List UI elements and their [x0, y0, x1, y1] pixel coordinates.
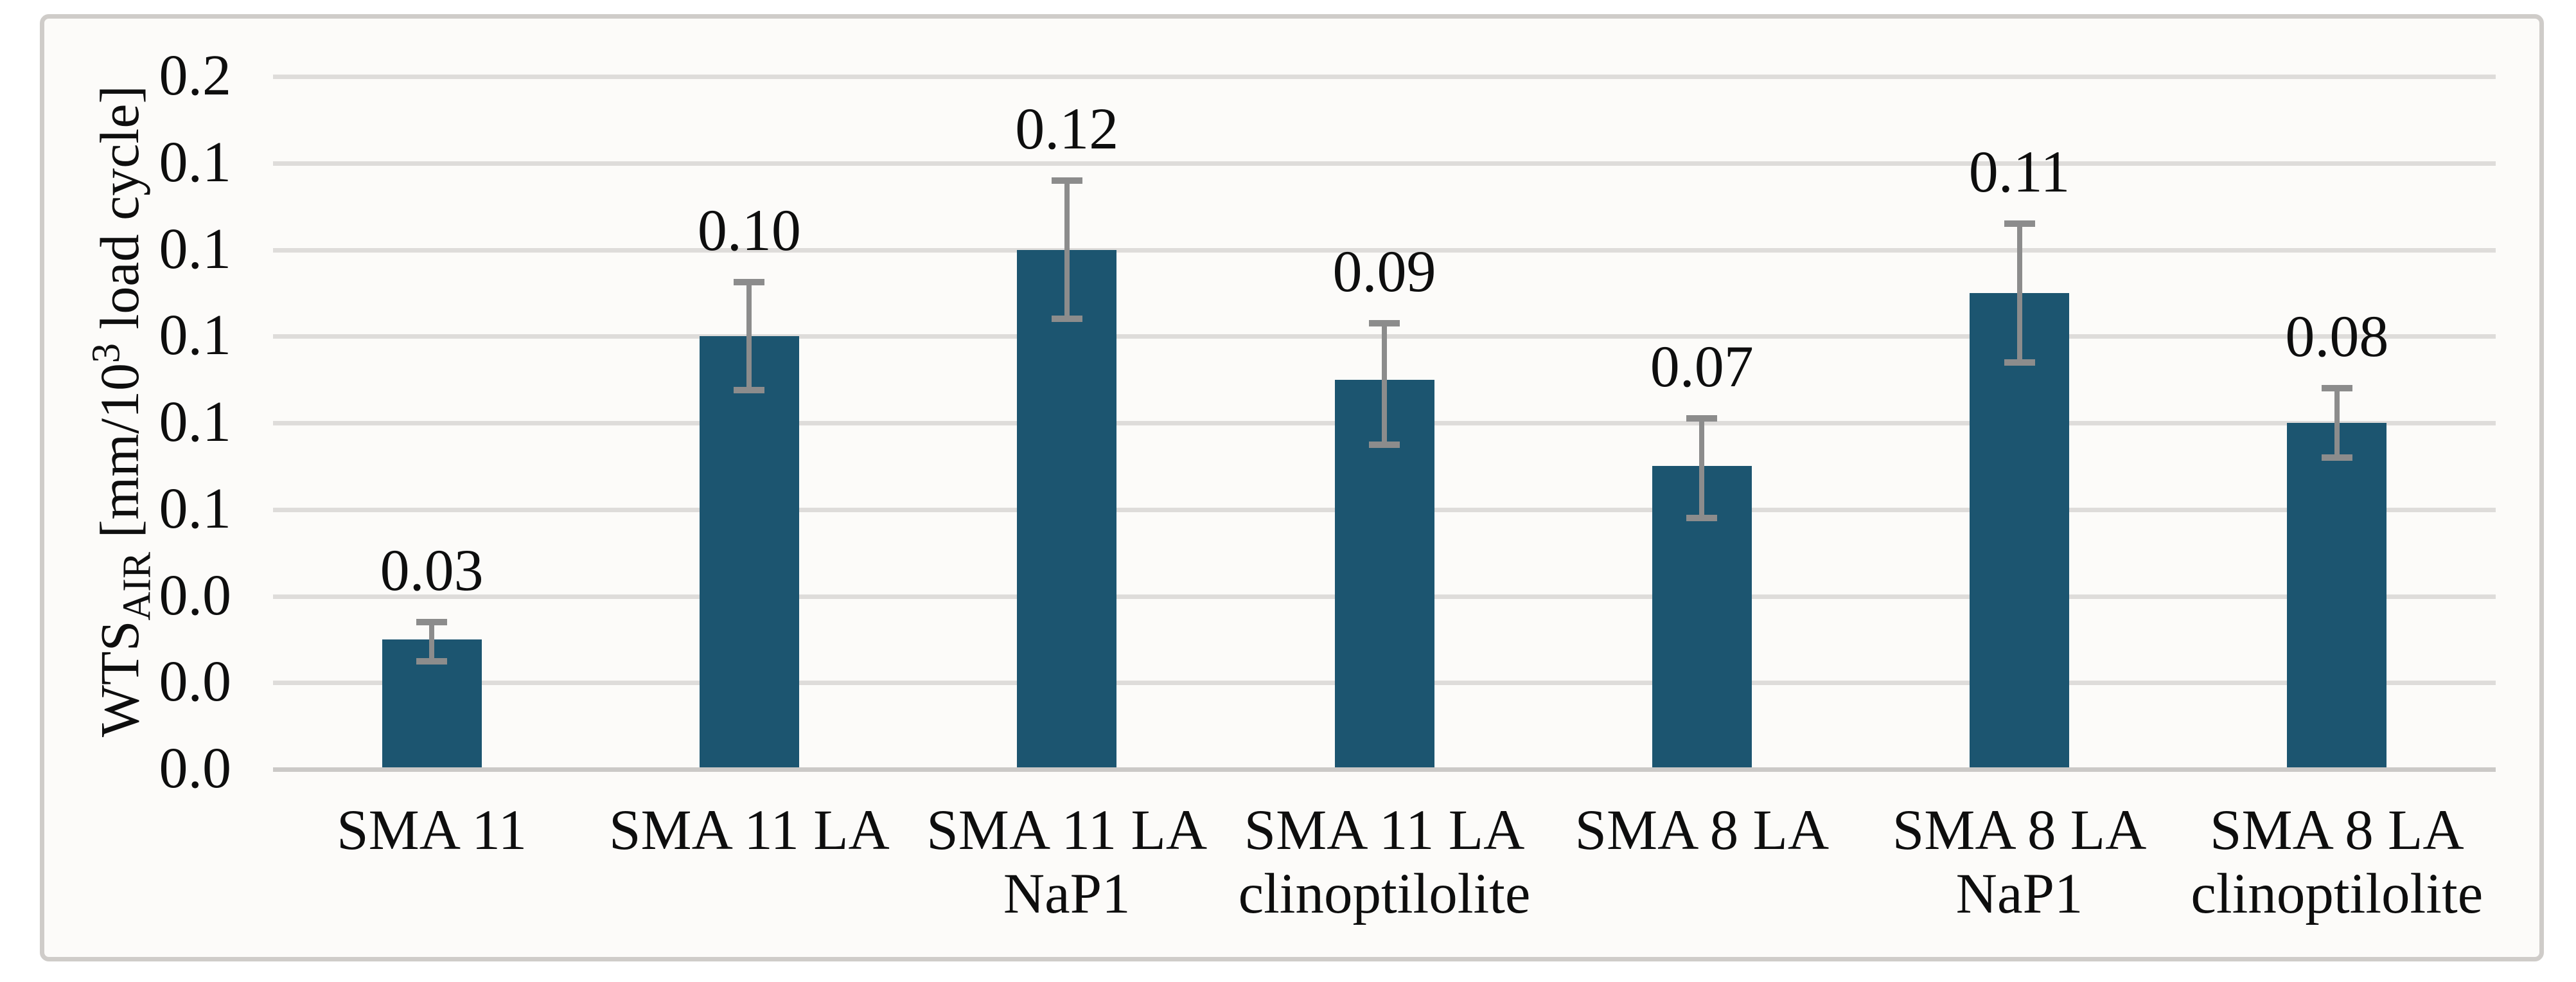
- category-label: SMA 11 LA: [609, 799, 890, 862]
- bar: [2287, 423, 2387, 769]
- y-axis-title-unit-post: load cycle]: [89, 85, 151, 343]
- chart-frame: [40, 14, 2544, 961]
- y-axis-tick-label: 0.0: [159, 650, 232, 714]
- error-bar-top-cap: [2321, 385, 2352, 392]
- data-label: 0.09: [1332, 238, 1436, 305]
- y-axis-tick-label: 0.1: [159, 303, 232, 368]
- category-label: SMA 8 LA: [1575, 799, 1830, 862]
- bar: [1017, 249, 1117, 769]
- category-label: SMA 8 LA clinoptilolite: [2191, 799, 2483, 925]
- error-bar-top-cap: [416, 618, 448, 625]
- error-bar-stem: [1382, 323, 1387, 445]
- x-axis-line: [273, 767, 2496, 772]
- error-bar-bottom-cap: [734, 387, 765, 394]
- category-label: SMA 8 LA NaP1: [1892, 799, 2147, 925]
- y-axis-tick-label: 0.2: [159, 44, 232, 107]
- data-label: 0.08: [2285, 303, 2389, 370]
- error-bar-bottom-cap: [416, 657, 448, 665]
- bar: [699, 336, 799, 769]
- error-bar-top-cap: [1369, 320, 1400, 327]
- y-axis-tick-label: 0.1: [159, 130, 232, 194]
- data-label: 0.12: [1015, 95, 1119, 161]
- error-bar-bottom-cap: [1686, 515, 1718, 522]
- error-bar-bottom-cap: [1051, 316, 1082, 323]
- data-label: 0.10: [697, 197, 801, 263]
- y-axis-tick-label: 0.1: [159, 390, 232, 454]
- category-label: SMA 11: [337, 799, 527, 862]
- error-bar-stem: [2016, 224, 2022, 362]
- data-label: 0.03: [380, 537, 484, 603]
- error-bar-bottom-cap: [1369, 441, 1400, 448]
- error-bar-stem: [1699, 418, 1705, 519]
- y-axis-tick-label: 0.0: [159, 563, 232, 627]
- gridline: [273, 161, 2496, 166]
- error-bar-bottom-cap: [2321, 454, 2352, 461]
- data-label: 0.11: [1968, 139, 2070, 205]
- error-bar-bottom-cap: [2004, 359, 2035, 366]
- data-label: 0.07: [1650, 334, 1754, 400]
- y-axis-tick-label: 0.1: [159, 217, 232, 281]
- gridline: [273, 247, 2496, 253]
- error-bar-stem: [1064, 180, 1070, 319]
- error-bar-stem: [746, 282, 752, 391]
- y-axis-tick-label: 0.1: [159, 476, 232, 540]
- bar: [1970, 292, 2070, 769]
- error-bar-top-cap: [1686, 415, 1718, 422]
- error-bar-top-cap: [734, 279, 765, 286]
- error-bar-stem: [429, 621, 435, 661]
- gridline: [273, 75, 2496, 79]
- error-bar-stem: [2334, 388, 2340, 458]
- error-bar-top-cap: [1051, 177, 1082, 184]
- error-bar-top-cap: [2004, 220, 2035, 228]
- y-axis-tick-label: 0.0: [159, 736, 232, 800]
- category-label: SMA 11 LA clinoptilolite: [1238, 799, 1531, 925]
- category-label: SMA 11 LA NaP1: [926, 799, 1208, 925]
